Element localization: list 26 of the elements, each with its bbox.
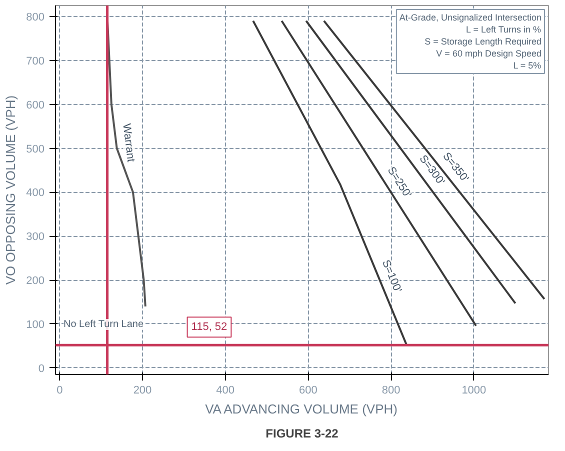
y-tick-label: 600 — [26, 99, 45, 112]
x-tick-label: 800 — [382, 384, 400, 396]
annotation: S = Storage Length Required — [424, 36, 542, 46]
x-tick-label: 600 — [299, 384, 318, 396]
y-tick-label: 300 — [26, 231, 45, 244]
y-tick-label: 800 — [26, 11, 45, 24]
y-tick-label: 500 — [26, 143, 45, 156]
text: Warrant — [120, 122, 137, 163]
x-tick-label: 1000 — [462, 384, 486, 396]
x-tick-label: 200 — [133, 384, 152, 396]
annotation: L = 5% — [513, 60, 542, 70]
annotation: At-Grade, Unsignalized Intersection — [399, 12, 542, 22]
y-tick-label: 0 — [38, 362, 45, 375]
y-tick-label: 100 — [26, 318, 45, 331]
annotation: L = Left Turns in % — [466, 24, 542, 34]
y-axis-title: VO OPPOSING VOLUME (VPH) — [3, 95, 18, 285]
y-tick-label: 700 — [26, 55, 45, 68]
y-tick-label: 400 — [26, 187, 45, 200]
annotation: No Left Turn Lane — [64, 318, 144, 330]
x-axis-title: VA ADVANCING VOLUME (VPH) — [205, 402, 398, 416]
caption: FIGURE 3-22 — [266, 426, 339, 440]
x-tick-label: 400 — [216, 384, 235, 396]
y-tick-label: 200 — [26, 275, 45, 288]
x-tick-label: 0 — [56, 384, 63, 396]
annotation: 115, 52 — [191, 321, 228, 334]
annotation: V = 60 mph Design Speed — [436, 48, 542, 58]
